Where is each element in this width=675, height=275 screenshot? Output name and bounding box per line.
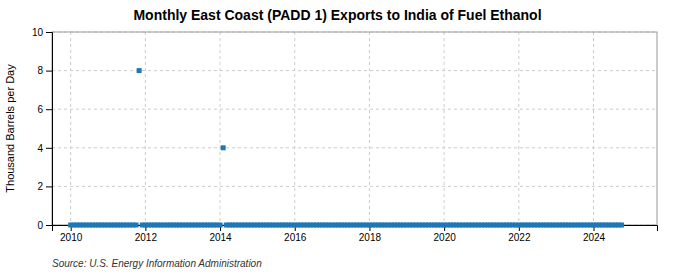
tick: 6 [37,104,52,115]
tick-mark [46,109,52,110]
points [68,68,624,227]
tick: 10 [32,27,52,38]
tick-mark [46,148,52,149]
tick-label: 2022 [508,232,531,243]
grid-line-y [52,109,657,110]
tick-label: 2 [37,181,43,192]
tick-mark [46,186,52,187]
tick: 2010 [60,225,83,243]
tick: 8 [37,65,52,76]
chart: 2010 2012 2014 2016 2018 2020 2022 2024 0 2 4 6 8 10 M… [0,0,675,275]
point [134,223,139,228]
tick-label: 2012 [135,232,158,243]
tick: 0 [37,220,52,231]
tick-label: 4 [37,143,43,154]
tick: 2014 [209,225,232,243]
x-axis: 2010 2012 2014 2016 2018 2020 2022 2024 [53,225,658,243]
tick-label: 0 [37,220,43,231]
axis-domain [46,33,53,226]
tick: 2020 [434,225,457,243]
point [619,223,624,228]
grid [52,32,657,225]
grid-line-x [369,32,370,225]
tick-label: 2018 [359,232,382,243]
grid-line-x [220,32,221,225]
tick: 2 [37,181,52,192]
tick: 2024 [583,225,606,243]
point [221,145,226,150]
grid-line-x [145,32,146,225]
tick-label: 2020 [434,232,457,243]
source: Source: U.S. Energy Information Administ… [52,258,262,269]
tick: 2012 [135,225,158,243]
tick-mark [46,225,52,226]
tick-label: 2014 [209,232,232,243]
tick: 2016 [284,225,307,243]
tick-mark [46,71,52,72]
grid-line-x [70,32,71,225]
grid-line-y [52,186,657,187]
grid-line-x [518,32,519,225]
grid-line-x [294,32,295,225]
y-axis: 0 2 4 6 8 10 [32,27,53,231]
grid-line-y [52,147,657,148]
y-axis-title: Thousand Barrels per Day [4,64,16,193]
tick-label: 8 [37,65,43,76]
tick-label: 6 [37,104,43,115]
tick-label: 2010 [60,232,83,243]
grid-line-x [444,32,445,225]
tick: 2022 [508,225,531,243]
tick: 2018 [359,225,382,243]
grid-line-x [593,32,594,225]
tick-label: 2024 [583,232,606,243]
grid-line-y [52,70,657,71]
tick: 4 [37,143,52,154]
title: Monthly East Coast (PADD 1) Exports to I… [133,7,541,23]
plot: 2010 2012 2014 2016 2018 2020 2022 2024 0 2 4 6 8 10 [32,27,658,243]
point [218,223,223,228]
plot-frame [52,32,657,225]
point [137,68,142,73]
tick-label: 10 [32,27,44,38]
tick-label: 2016 [284,232,307,243]
tick-mark [46,32,52,33]
